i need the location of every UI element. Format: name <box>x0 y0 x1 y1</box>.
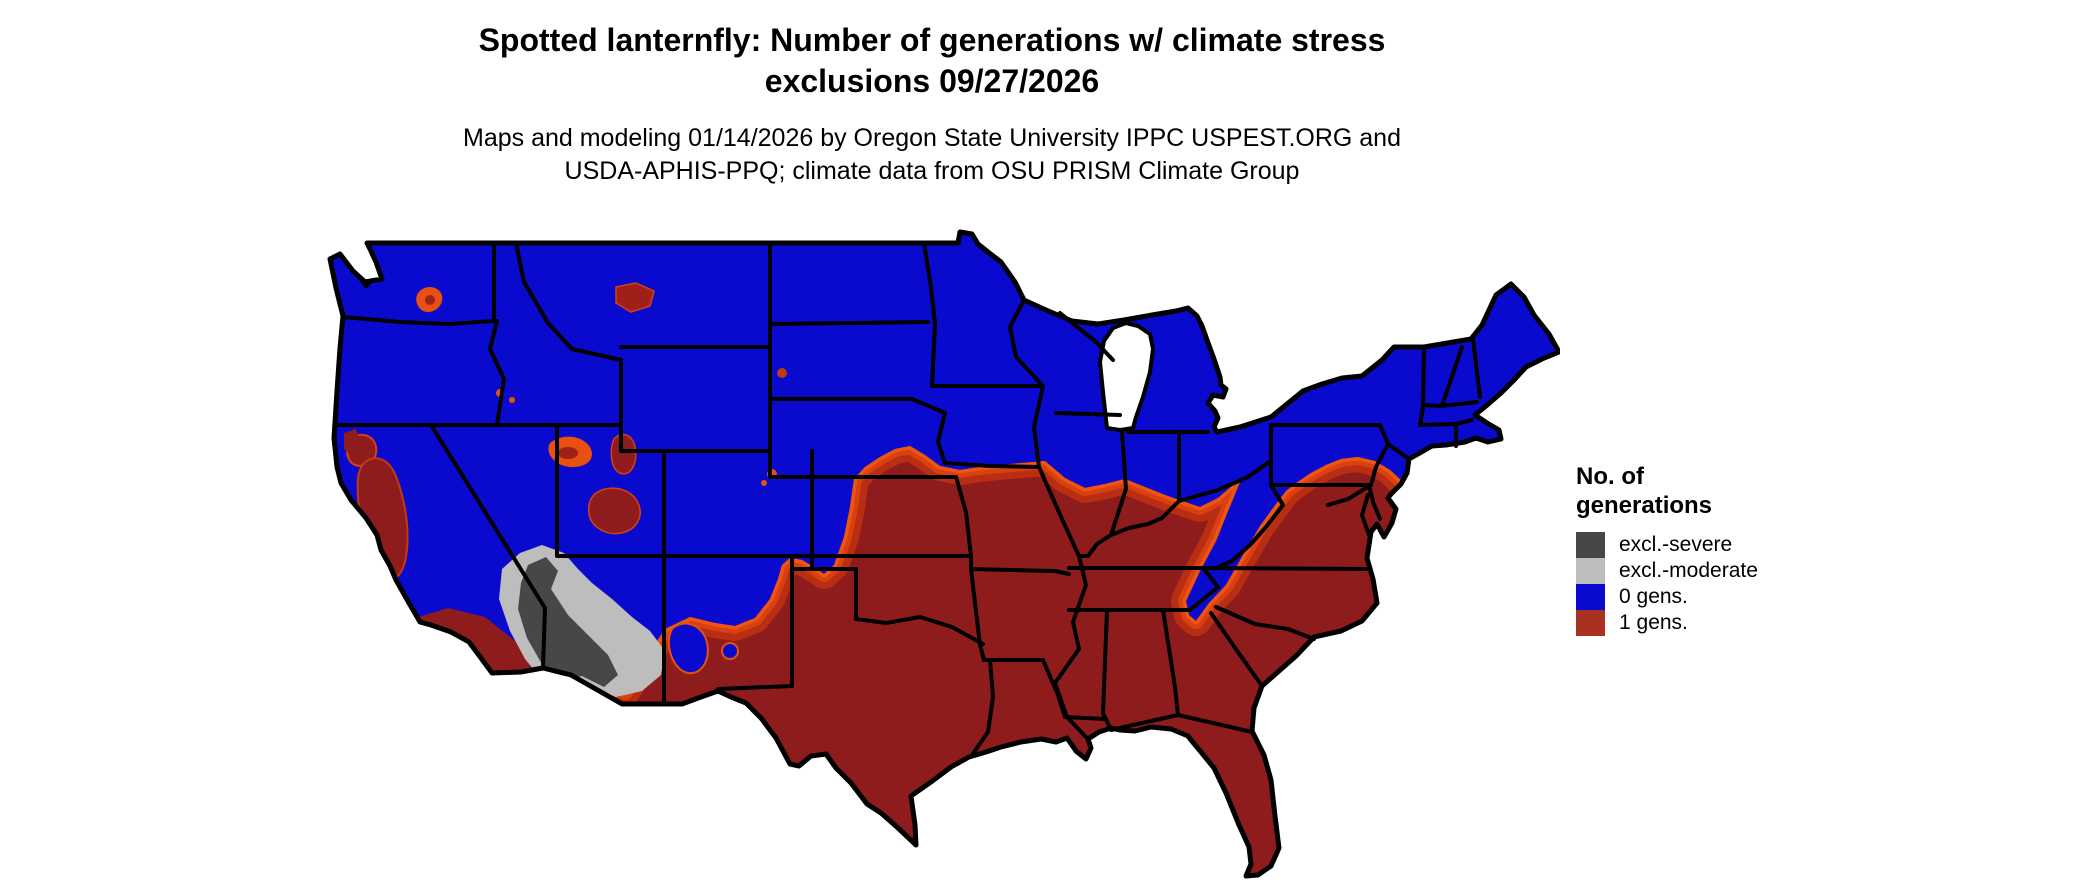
state-borders-northeast <box>1418 337 1482 448</box>
title-line-2: exclusions 09/27/2026 <box>764 63 1100 99</box>
legend-label-excl-severe: excl.-severe <box>1619 533 1733 556</box>
legend: No. of generations excl.-severe excl.-mo… <box>1576 462 1758 636</box>
legend-label-excl-moderate: excl.-moderate <box>1619 559 1758 582</box>
map-title: Spotted lanternfly: Number of generation… <box>479 20 1386 102</box>
map-svg <box>327 229 1562 879</box>
patch-west-montana-valleys <box>615 282 655 313</box>
highland-sacramento-mts-blue <box>721 642 739 660</box>
legend-item-one-gen: 1 gens. <box>1576 610 1758 636</box>
patch-southeast-colorado-dot-2 <box>761 480 767 486</box>
patch-snake-river-core <box>558 447 578 459</box>
legend-swatch-excl-moderate <box>1576 558 1605 584</box>
patch-central-washington-core <box>425 295 435 305</box>
legend-title-line-1: No. of <box>1576 463 1644 490</box>
subtitle-line-2: USDA-APHIS-PPQ; climate data from OSU PR… <box>564 157 1300 185</box>
patch-north-california-coast <box>344 429 361 457</box>
title-line-1: Spotted lanternfly: Number of generation… <box>478 22 1386 58</box>
legend-swatch-excl-severe <box>1576 532 1605 558</box>
us-generations-map <box>320 227 1562 887</box>
legend-label-one-gen: 1 gens. <box>1619 611 1688 634</box>
legend-item-zero-gens: 0 gens. <box>1576 584 1758 610</box>
subtitle-line-1: Maps and modeling 01/14/2026 by Oregon S… <box>463 124 1401 152</box>
legend-title: No. of generations <box>1576 462 1758 520</box>
patch-south-utah <box>588 487 641 535</box>
legend-title-line-2: generations <box>1576 492 1713 519</box>
lake-michigan <box>1098 321 1155 432</box>
patch-wasatch-utah <box>610 433 637 475</box>
legend-item-excl-severe: excl.-severe <box>1576 532 1758 558</box>
highland-new-mexico-blue <box>667 622 709 675</box>
legend-swatch-zero-gens <box>1576 584 1605 610</box>
legend-item-excl-moderate: excl.-moderate <box>1576 558 1758 584</box>
legend-label-zero-gens: 0 gens. <box>1619 585 1688 608</box>
patch-boise-dot-2 <box>509 397 515 403</box>
legend-swatch-one-gen <box>1576 610 1605 636</box>
state-borders-central-east <box>1008 298 1411 739</box>
map-subtitle: Maps and modeling 01/14/2026 by Oregon S… <box>463 122 1401 188</box>
patch-black-hills <box>777 368 787 378</box>
state-borders-west <box>335 241 1071 757</box>
us-outline <box>327 229 1562 879</box>
